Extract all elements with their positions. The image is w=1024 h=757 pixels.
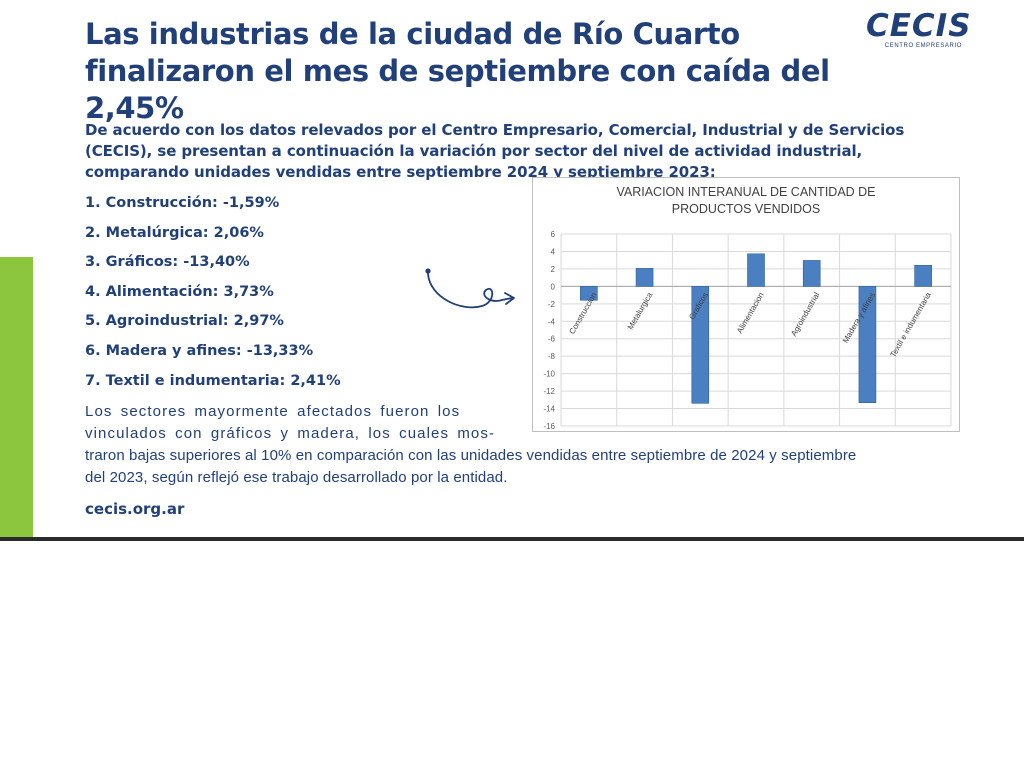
y-tick-label: -14 (543, 405, 555, 414)
chart-title-line: VARIACION INTERANUAL DE CANTIDAD DE (616, 185, 876, 199)
intro-paragraph: De acuerdo con los datos relevados por e… (85, 121, 905, 181)
x-tick-label: Alimentacion (735, 291, 766, 335)
list-item: 5. Agroindustrial: 2,97% (85, 313, 284, 330)
conclusion-line: Los sectores mayormente afectados fueron… (85, 403, 461, 420)
y-tick-label: 6 (551, 230, 556, 239)
y-tick-label: 4 (551, 247, 556, 256)
list-item: 3. Gráficos: -13,40% (85, 254, 250, 271)
bar (635, 268, 654, 287)
conclusion-paragraph: Los sectores mayormente afectados fueron… (85, 401, 856, 489)
bar (580, 286, 598, 301)
y-tick-label: -16 (543, 422, 555, 431)
curved-arrow-icon (425, 268, 515, 309)
side-band: SEPTIEMBRE 2024 (0, 257, 33, 757)
chart-title-line: PRODUCTOS VENDIDOS (671, 202, 821, 216)
list-item: 1. Construcción: -1,59% (85, 195, 280, 211)
list-item: 6. Madera y afines: -13,33% (85, 342, 314, 359)
bar-chart: VARIACION INTERANUAL DE CANTIDAD DE PROD… (532, 177, 960, 432)
logo-subtitle: CENTRO EMPRESARIO (884, 43, 962, 49)
bar (914, 265, 932, 287)
list-item: 4. Alimentación: 3,73% (85, 283, 274, 300)
website-link[interactable]: cecis.org.ar (85, 500, 185, 518)
list-item: 2. Metalúrgica: 2,06% (85, 224, 264, 241)
y-tick-label: -12 (543, 387, 555, 396)
y-tick-label: -10 (543, 370, 555, 379)
bar (691, 286, 710, 404)
page-title: Las industrias de la ciudad de Río Cuart… (85, 17, 830, 125)
y-tick-label: -2 (548, 300, 556, 309)
cecis-logo: CECIS CENTRO EMPRESARIO (866, 8, 972, 54)
bottom-bar (0, 537, 1024, 541)
conclusion-line: vinculados con gráficos y madera, los cu… (85, 425, 496, 442)
bar (858, 286, 877, 403)
list-item: 7. Textil e indumentaria: 2,41% (85, 372, 341, 389)
chart-title: VARIACION INTERANUAL DE CANTIDAD DE PROD… (533, 184, 959, 218)
x-tick-label: Agroindustrial (789, 291, 821, 338)
y-tick-label: 2 (551, 265, 556, 274)
bar (747, 253, 765, 287)
y-tick-label: -4 (548, 317, 556, 326)
y-tick-label: -8 (548, 352, 556, 361)
conclusion-line: traron bajas superiores al 10% en compar… (85, 447, 857, 464)
bar (802, 260, 821, 287)
y-tick-label: -6 (548, 335, 556, 344)
y-tick-label: 0 (551, 282, 556, 291)
conclusion-line: del 2023, según reflejó ese trabajo desa… (85, 469, 508, 486)
logo-wordmark: CECIS (866, 8, 972, 44)
x-tick-label: Metalurgica (626, 290, 655, 331)
side-date-label: SEPTIEMBRE 2024 (3, 552, 28, 757)
sector-list: 1. Construcción: -1,59% 2. Metalúrgica: … (85, 193, 341, 400)
